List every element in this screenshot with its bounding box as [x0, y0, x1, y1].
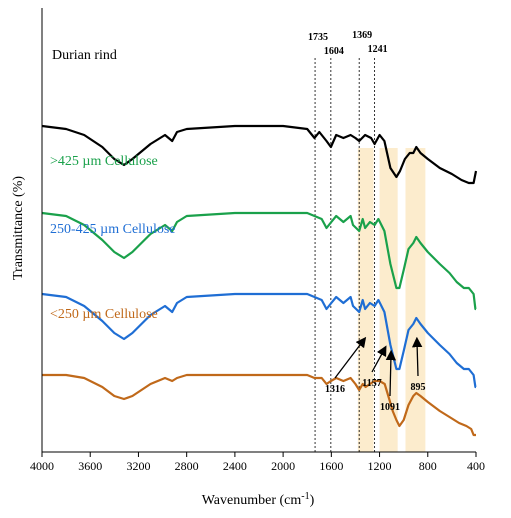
series-label-3: <250 µm Cellulose	[50, 307, 158, 322]
annotation-label-1316: 1316	[325, 384, 345, 395]
series-label-1: >425 µm Cellulose	[50, 154, 158, 169]
annotations: 1316 1157 1091 895	[325, 336, 426, 413]
series-line-1	[41, 211, 477, 311]
series-label-2: 250-425 µm Cellulose	[50, 222, 176, 237]
annotation-arrow-1316	[334, 336, 367, 379]
x-tick-label-400: 400	[467, 459, 485, 473]
x-tick-label-2800: 2800	[175, 459, 199, 473]
annotation-arrow-895	[411, 336, 423, 377]
reference-line-label-1604: 1604	[324, 46, 344, 57]
highlight-band-1	[379, 148, 398, 452]
x-tick-label-2000: 2000	[271, 459, 295, 473]
annotation-arrow-1157	[371, 345, 387, 373]
reference-line-label-1735: 1735	[308, 32, 328, 43]
axes: 4000 3600 3200 2800 2400 2000 1600 1200 800 400	[30, 8, 485, 473]
x-tick-label-3600: 3600	[78, 459, 102, 473]
x-tick-label-1600: 1600	[319, 459, 343, 473]
x-tick-label-1200: 1200	[368, 459, 392, 473]
annotation-label-895: 895	[411, 382, 426, 393]
series-line-2	[41, 292, 477, 389]
x-tick-label-2400: 2400	[223, 459, 247, 473]
reference-line-label-1241: 1241	[368, 44, 388, 55]
x-tick-label-3200: 3200	[126, 459, 150, 473]
reference-lines: 1735 1604 1369 1241	[308, 30, 388, 452]
x-axis-label-superscript: -1	[301, 491, 309, 502]
x-tick-label-800: 800	[419, 459, 437, 473]
series-group: Durian rind >425 µm Cellulose 250-425 µm C…	[41, 48, 478, 437]
series-label-0: Durian rind	[52, 48, 117, 63]
annotation-label-1157: 1157	[362, 378, 381, 389]
reference-line-label-1369: 1369	[352, 30, 372, 41]
series-line-3	[42, 373, 476, 437]
highlight-band-0	[357, 148, 374, 452]
series-line-0	[41, 124, 478, 185]
annotation-label-1091: 1091	[380, 402, 400, 413]
x-tick-label-4000: 4000	[30, 459, 54, 473]
y-axis-label: Transmittance (%)	[11, 176, 26, 280]
x-axis-label: Wavenumber (cm-1)	[202, 491, 315, 508]
highlight-band-2	[405, 148, 426, 452]
annotation-arrow-1091	[385, 349, 397, 397]
